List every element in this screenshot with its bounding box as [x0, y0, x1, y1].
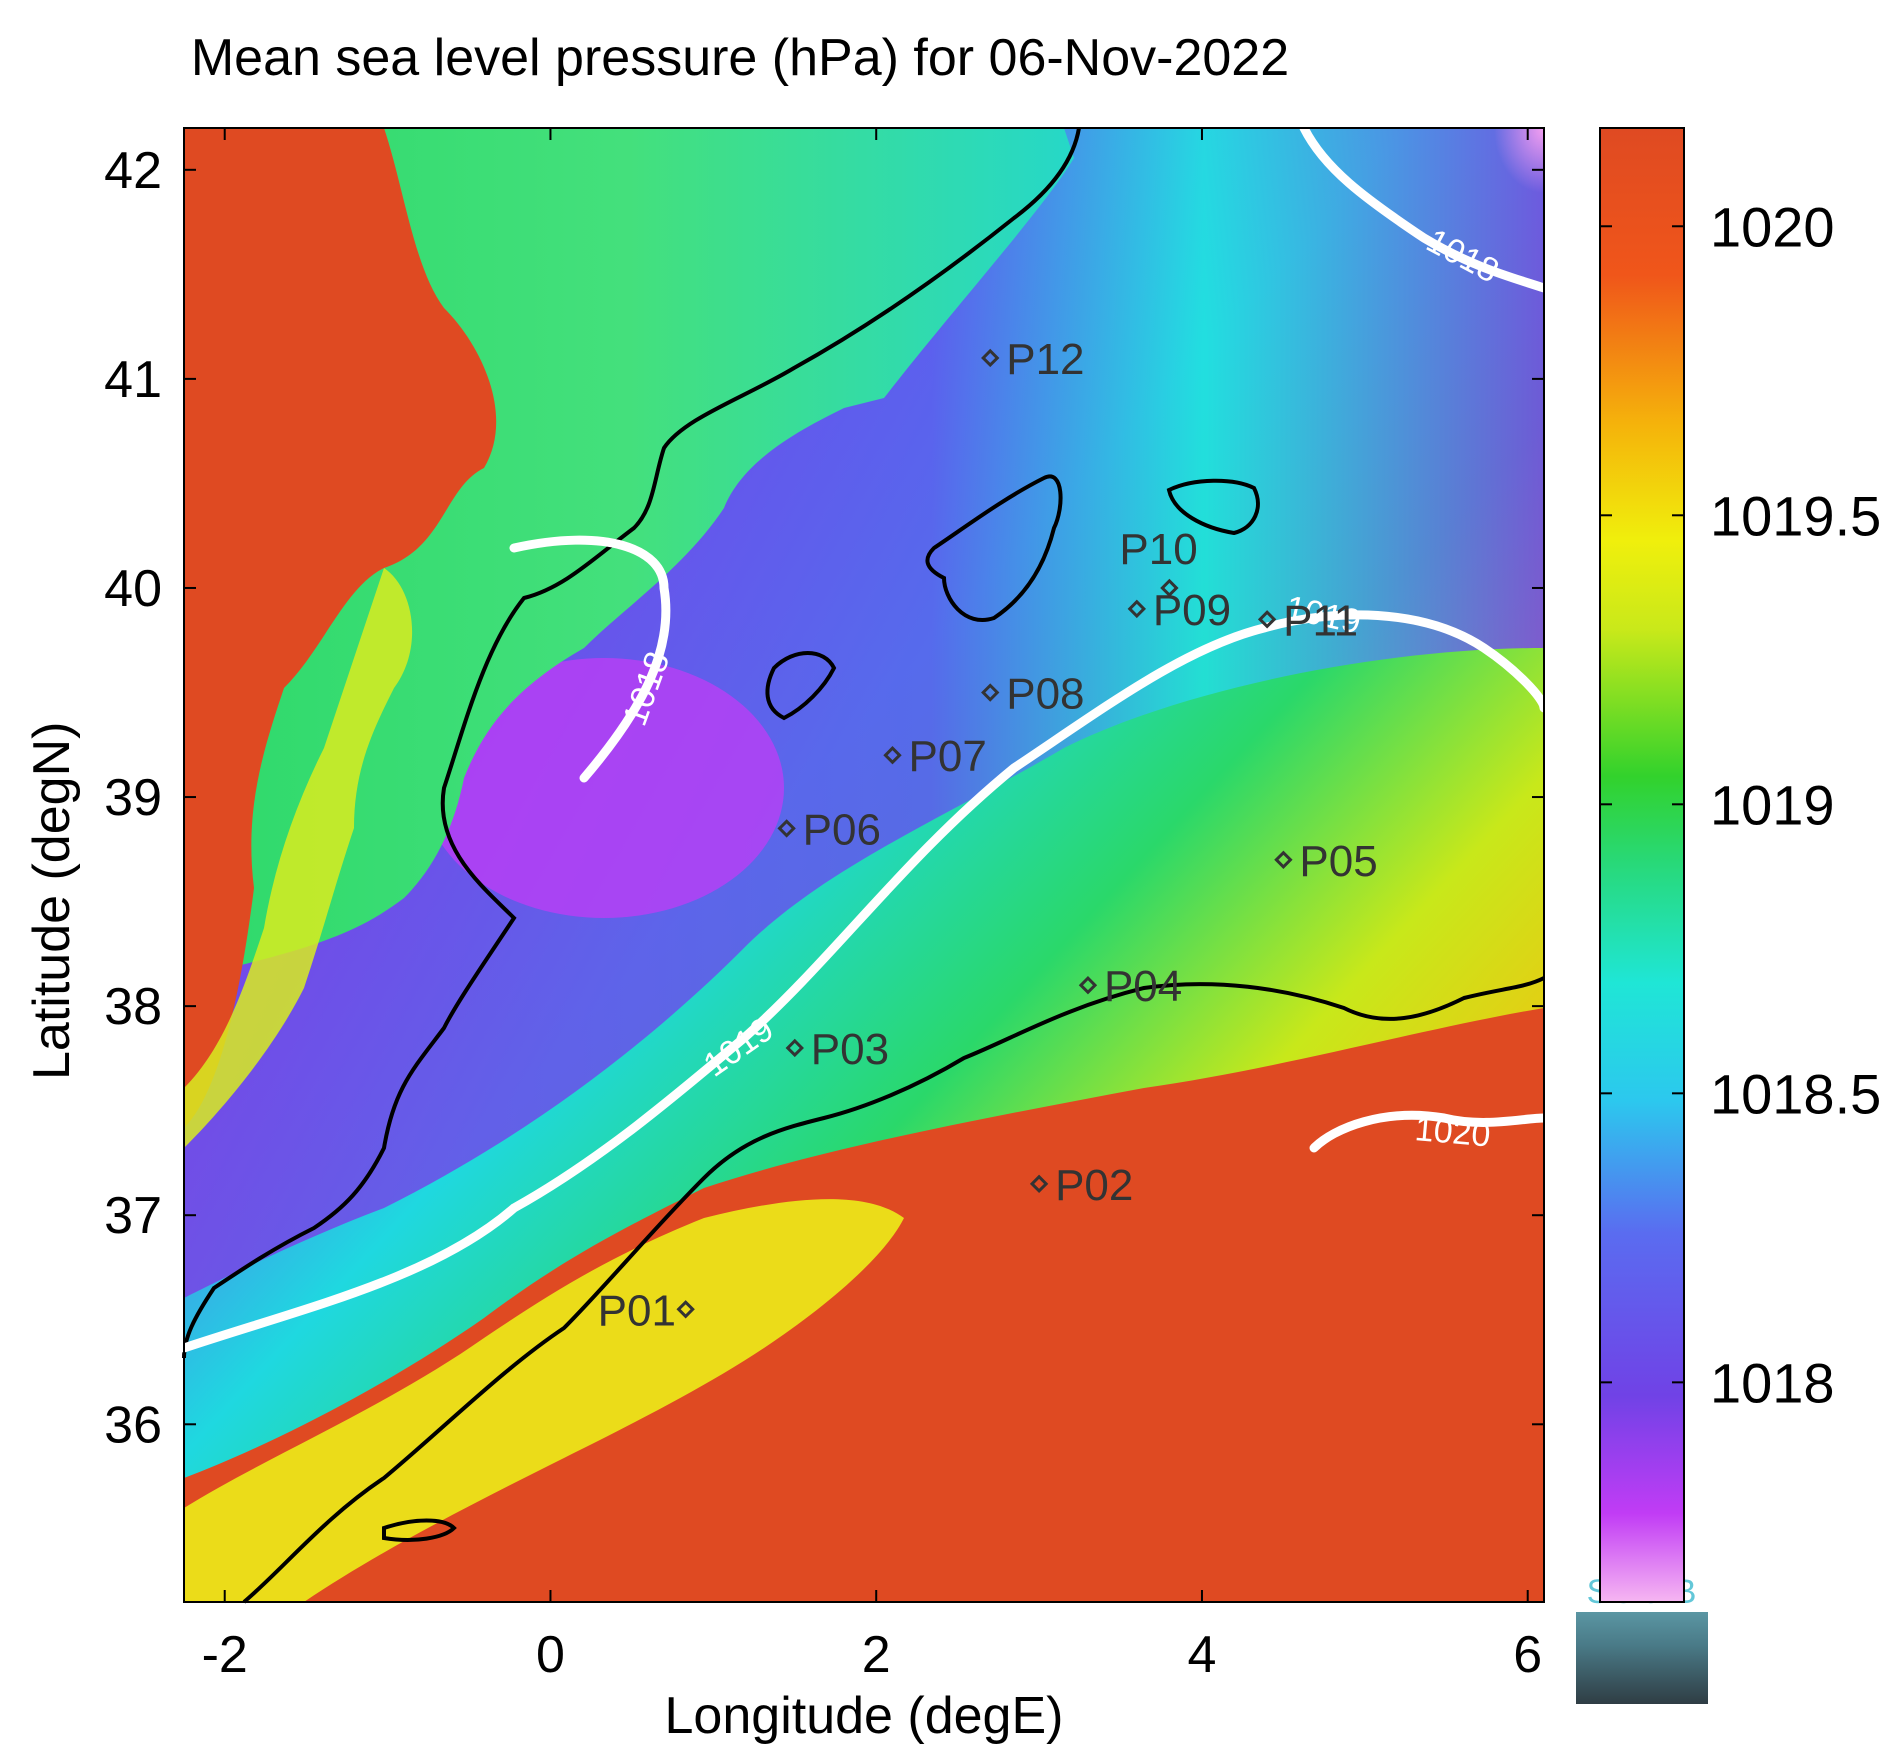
africa-coastline — [242, 976, 1545, 1604]
station-p08[interactable]: P08 — [981, 670, 1085, 719]
x-tick-label: 4 — [1188, 1626, 1217, 1684]
station-marker — [1274, 850, 1293, 869]
pink-corner — [1344, 128, 1544, 388]
station-label: P11 — [1283, 596, 1358, 645]
page-title: Mean sea level pressure (hPa) for 06-Nov… — [190, 29, 1290, 87]
station-marker — [1029, 1174, 1049, 1194]
x-tick-label: -2 — [202, 1626, 248, 1684]
y-tick-label: 38 — [104, 978, 162, 1036]
y-ticks: 42 41 40 39 38 37 36 — [104, 142, 1544, 1454]
station-p05[interactable]: P05 — [1274, 837, 1378, 886]
station-marker — [777, 819, 796, 838]
station-label: P05 — [1299, 837, 1377, 886]
plot-frame — [183, 127, 1545, 1603]
station-p04[interactable]: P04 — [1078, 962, 1182, 1011]
station-label: P02 — [1055, 1161, 1133, 1210]
y-tick-label: 39 — [104, 769, 162, 827]
pressure-map[interactable]: 1018 1018 1019 1019 1020 P01P02P03P04P05… — [104, 123, 1549, 1684]
contour-1019 — [179, 610, 1549, 1353]
africa-yellow — [184, 1199, 904, 1602]
station-marker — [676, 1300, 695, 1319]
station-label: P01 — [598, 1286, 676, 1335]
contour-label-1020: 1020 — [1413, 1110, 1492, 1154]
map-panel[interactable]: 1018 1018 1019 1019 1020 P01 P02 P03 P04 P05… — [104, 123, 1712, 1708]
contour-1018-low — [509, 535, 671, 783]
y-axis-label: Latitude (degN) — [23, 721, 81, 1080]
y-tick-label: 42 — [104, 142, 162, 200]
station-label: P10 — [1119, 525, 1197, 574]
contour-lines — [179, 123, 1549, 1353]
x-tick-label: 2 — [862, 1626, 891, 1684]
station-label: P07 — [909, 732, 987, 781]
mallorca-coastline — [925, 474, 1063, 622]
station-p12[interactable]: P12 — [981, 335, 1085, 384]
station-label: P04 — [1104, 962, 1182, 1011]
station-label: P09 — [1153, 586, 1231, 635]
colorbar-scale — [1599, 127, 1685, 1603]
station-label: P03 — [811, 1025, 889, 1074]
iberia-coastline — [182, 127, 1081, 1359]
station-marker — [1160, 578, 1179, 598]
y-tick-label: 41 — [104, 351, 162, 409]
station-p10[interactable]: P10 — [1119, 525, 1198, 598]
ibiza-coastline — [765, 651, 837, 721]
y-tick-label: 37 — [104, 1187, 162, 1245]
colorbar-tick-label: 1018 — [1710, 1351, 1835, 1414]
colorbar-tick-label: 1020 — [1710, 195, 1835, 258]
colorbar-tick-label: 1019 — [1710, 773, 1835, 836]
station-p11[interactable]: P11 — [1257, 596, 1358, 645]
colorbar-tick-label: 1018.5 — [1710, 1062, 1881, 1125]
station-label: P06 — [803, 805, 881, 854]
islet-coastline — [382, 1518, 457, 1542]
station-p06[interactable]: P06 — [777, 805, 881, 854]
station-label: P12 — [1006, 335, 1084, 384]
station-p03[interactable]: P03 — [785, 1025, 889, 1074]
station-p07[interactable]: P07 — [883, 732, 987, 781]
x-axis-label: Longitude (degE) — [664, 1687, 1064, 1745]
station-p01[interactable]: P01 — [598, 1286, 695, 1335]
station-marker — [785, 1038, 804, 1058]
contour-1018-north — [1299, 123, 1549, 293]
coast-yellow — [184, 568, 413, 1148]
station-marker — [981, 683, 1000, 702]
iberia-interior — [184, 128, 497, 1128]
y-tick-label: 40 — [104, 560, 162, 618]
low-center — [424, 658, 784, 918]
station-p02[interactable]: P02 — [1029, 1161, 1133, 1210]
x-tick-label: 6 — [1513, 1626, 1542, 1684]
stations: P01 P02 P03 P04 P05 P06 P07 P08 P09 P10 P11 P12 — [598, 335, 1378, 1335]
station-marker — [1257, 610, 1277, 629]
station-label: P08 — [1006, 670, 1084, 719]
colorbar-tick-label: 1019.5 — [1710, 484, 1881, 547]
station-marker — [981, 348, 1000, 368]
map-field — [184, 128, 1544, 1602]
x-tick-label: 0 — [536, 1626, 565, 1684]
station-marker — [1127, 599, 1147, 619]
colorbar: 1020 1019.5 1019 1018.5 1018 — [1599, 127, 1881, 1603]
menorca-coastline — [1166, 478, 1260, 536]
y-tick-label: 36 — [104, 1396, 162, 1454]
station-marker — [1078, 976, 1098, 995]
x-ticks: -2 0 2 4 6 — [202, 128, 1542, 1684]
coastlines — [182, 127, 1545, 1604]
contour-1020 — [1309, 1110, 1549, 1153]
colorbar-ticks: 1020 1019.5 1019 1018.5 1018 — [1600, 195, 1881, 1414]
station-marker — [883, 746, 902, 765]
station-p09[interactable]: P09 — [1127, 586, 1231, 635]
